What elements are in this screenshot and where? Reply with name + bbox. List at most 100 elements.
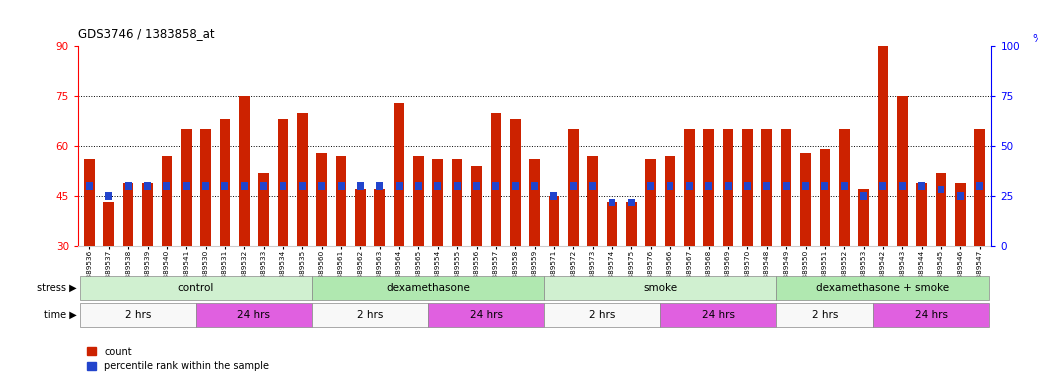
- Bar: [105, 192, 112, 200]
- Bar: [297, 113, 307, 246]
- Text: 24 hrs: 24 hrs: [702, 310, 735, 320]
- Bar: [377, 182, 383, 190]
- Text: 2 hrs: 2 hrs: [812, 310, 838, 320]
- Bar: [606, 202, 618, 246]
- Bar: [375, 189, 385, 246]
- Bar: [873, 303, 989, 327]
- Text: 24 hrs: 24 hrs: [914, 310, 948, 320]
- Bar: [861, 192, 867, 200]
- Bar: [510, 119, 520, 246]
- Bar: [684, 129, 694, 246]
- Text: 2 hrs: 2 hrs: [357, 310, 383, 320]
- Bar: [415, 182, 421, 190]
- Bar: [104, 202, 114, 246]
- Bar: [742, 129, 753, 246]
- Bar: [820, 149, 830, 246]
- Bar: [646, 159, 656, 246]
- Bar: [433, 159, 443, 246]
- Bar: [531, 182, 538, 190]
- Bar: [550, 192, 557, 200]
- Bar: [428, 303, 544, 327]
- Bar: [686, 182, 692, 190]
- Bar: [162, 156, 172, 246]
- Text: dexamethasone: dexamethasone: [386, 283, 470, 293]
- Bar: [666, 182, 674, 190]
- Bar: [413, 156, 424, 246]
- Bar: [660, 303, 776, 327]
- Bar: [337, 182, 345, 190]
- Bar: [434, 182, 441, 190]
- Text: 24 hrs: 24 hrs: [469, 310, 502, 320]
- Bar: [80, 276, 312, 300]
- Text: control: control: [177, 283, 214, 293]
- Bar: [544, 303, 660, 327]
- Bar: [335, 156, 347, 246]
- Text: 2 hrs: 2 hrs: [590, 310, 616, 320]
- Bar: [544, 276, 776, 300]
- Bar: [841, 182, 848, 190]
- Bar: [258, 172, 269, 246]
- Bar: [608, 199, 616, 206]
- Bar: [648, 182, 654, 190]
- Text: smoke: smoke: [644, 283, 678, 293]
- Bar: [492, 182, 499, 190]
- Bar: [976, 182, 983, 190]
- Bar: [319, 182, 325, 190]
- Bar: [776, 303, 873, 327]
- Bar: [163, 182, 170, 190]
- Bar: [220, 119, 230, 246]
- Bar: [196, 303, 312, 327]
- Bar: [628, 199, 635, 206]
- Bar: [955, 182, 965, 246]
- Bar: [839, 129, 849, 246]
- Bar: [183, 182, 190, 190]
- Bar: [919, 182, 925, 190]
- Bar: [277, 119, 289, 246]
- Bar: [568, 129, 578, 246]
- Text: stress ▶: stress ▶: [37, 283, 77, 293]
- Bar: [202, 182, 209, 190]
- Bar: [858, 189, 869, 246]
- Bar: [781, 129, 791, 246]
- Bar: [80, 303, 196, 327]
- Bar: [454, 182, 461, 190]
- Text: dexamethasone + smoke: dexamethasone + smoke: [816, 283, 950, 293]
- Bar: [312, 303, 428, 327]
- Bar: [529, 159, 540, 246]
- Bar: [744, 182, 750, 190]
- Text: %: %: [1033, 34, 1038, 44]
- Bar: [725, 182, 732, 190]
- Bar: [393, 103, 405, 246]
- Bar: [299, 182, 306, 190]
- Bar: [452, 159, 463, 246]
- Bar: [84, 159, 94, 246]
- Bar: [917, 182, 927, 246]
- Bar: [355, 189, 365, 246]
- Bar: [879, 182, 886, 190]
- Bar: [312, 276, 544, 300]
- Bar: [570, 182, 577, 190]
- Bar: [802, 182, 809, 190]
- Bar: [317, 152, 327, 246]
- Bar: [239, 96, 249, 246]
- Text: GDS3746 / 1383858_at: GDS3746 / 1383858_at: [78, 27, 215, 40]
- Bar: [975, 129, 985, 246]
- Bar: [821, 182, 828, 190]
- Bar: [395, 182, 403, 190]
- Bar: [957, 192, 964, 200]
- Bar: [899, 182, 906, 190]
- Bar: [549, 196, 559, 246]
- Bar: [783, 182, 790, 190]
- Bar: [512, 182, 519, 190]
- Bar: [800, 152, 811, 246]
- Bar: [664, 156, 676, 246]
- Text: time ▶: time ▶: [44, 310, 77, 320]
- Bar: [588, 156, 598, 246]
- Bar: [125, 182, 132, 190]
- Bar: [279, 182, 286, 190]
- Bar: [626, 202, 636, 246]
- Bar: [122, 182, 134, 246]
- Bar: [241, 182, 248, 190]
- Bar: [221, 182, 228, 190]
- Bar: [722, 129, 734, 246]
